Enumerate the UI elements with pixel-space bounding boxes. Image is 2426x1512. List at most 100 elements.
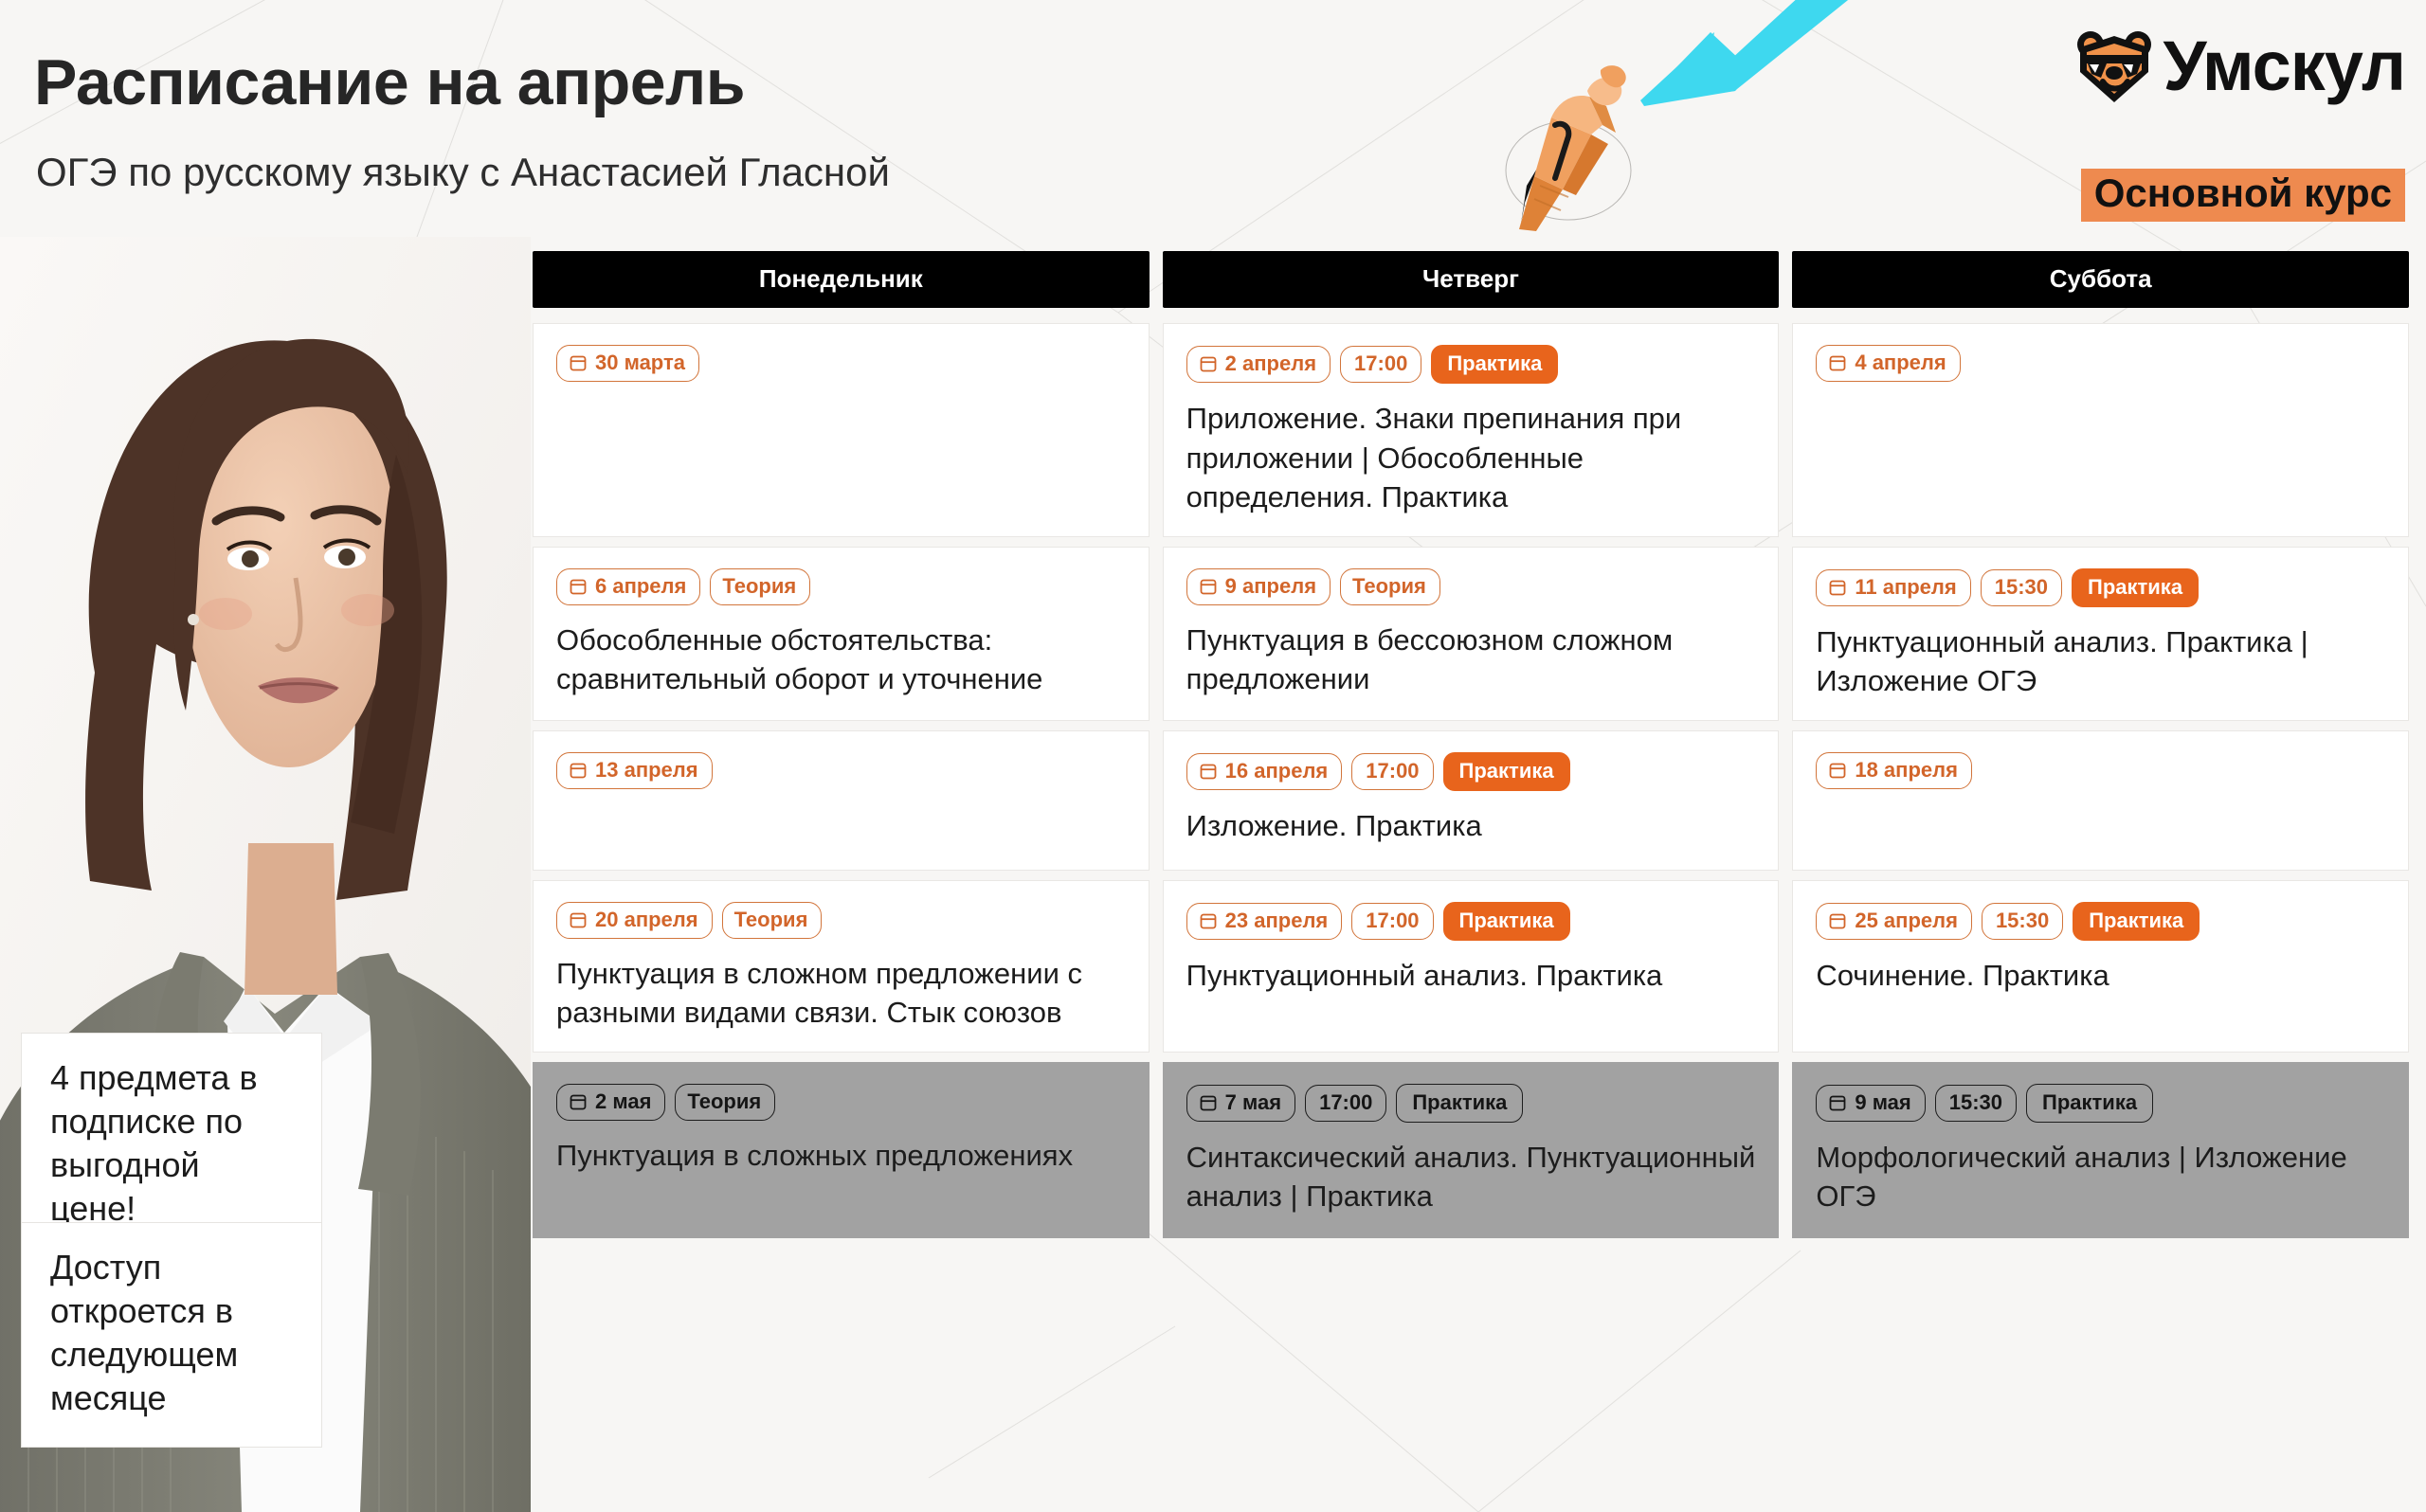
lesson-title: Пунктуационный анализ. Практика | Изложе… xyxy=(1816,624,2308,698)
lesson-kind-theory-chip[interactable]: Теория xyxy=(721,901,823,939)
lesson-date-label: 2 мая xyxy=(595,1089,652,1113)
lesson-date-chip[interactable]: 9 мая xyxy=(1816,1084,1926,1122)
lesson-kind-theory-chip[interactable]: Теория xyxy=(710,567,811,605)
column-header-thursday: Четверг xyxy=(1162,251,1780,308)
lesson-title: Пунктуация в сложном предложении с разны… xyxy=(556,956,1083,1030)
lesson-kind-practice-chip[interactable]: Практика xyxy=(1442,751,1570,791)
lesson-date-label: 9 мая xyxy=(1855,1089,1911,1114)
lesson-card-locked[interactable]: 2 мая Теория Пунктуация в сложных предложе… xyxy=(533,1061,1150,1238)
course-badge: Основной курс xyxy=(2080,169,2405,222)
lesson-chips: 18 апреля xyxy=(1816,751,2385,789)
lesson-date-chip[interactable]: 25 апреля xyxy=(1816,902,1972,940)
lesson-date-chip[interactable]: 16 апреля xyxy=(1186,752,1343,790)
lesson-date-chip[interactable]: 6 апреля xyxy=(556,567,701,605)
lesson-chips: 2 апреля 17:00 Практика xyxy=(1186,345,1756,384)
schedule-grid: Понедельник Четверг Суббота 30 марта 2 ап… xyxy=(533,251,2410,1248)
lesson-time-chip[interactable]: 17:00 xyxy=(1340,346,1422,383)
calendar-icon xyxy=(1200,356,1217,372)
poster-header: Расписание на апрель ОГЭ по русскому язы… xyxy=(0,0,2426,237)
lesson-date-chip[interactable]: 18 апреля xyxy=(1816,751,1972,789)
lesson-card[interactable]: 13 апреля xyxy=(533,729,1150,871)
lesson-title: Обособленные обстоятельства: сравнительн… xyxy=(556,622,1043,696)
lesson-card[interactable]: 23 апреля 17:00 Практика Пунктуационный ана… xyxy=(1162,879,1780,1053)
lesson-date-chip[interactable]: 23 апреля xyxy=(1186,902,1343,940)
lesson-date-label: 6 апреля xyxy=(595,573,687,598)
calendar-icon xyxy=(1200,1095,1217,1111)
lesson-chips: 30 марта xyxy=(556,345,1126,382)
lesson-time-chip[interactable]: 15:30 xyxy=(1980,568,2063,606)
lesson-date-label: 11 апреля xyxy=(1855,574,1957,599)
lesson-date-chip[interactable]: 2 мая xyxy=(556,1083,666,1121)
lesson-card[interactable]: 6 апреля Теория Обособленные обстоятельств… xyxy=(533,546,1150,721)
page-subtitle: ОГЭ по русскому языку с Анастасией Гласн… xyxy=(36,150,890,194)
lesson-card-locked[interactable]: 7 мая 17:00 Практика Синтаксический анализ.… xyxy=(1162,1061,1780,1238)
lesson-chips: 25 апреля 15:30 Практика xyxy=(1816,901,2385,941)
lesson-chips: 2 мая Теория xyxy=(556,1083,1126,1121)
lesson-chips: 9 мая 15:30 Практика xyxy=(1816,1083,2385,1123)
lesson-date-label: 16 апреля xyxy=(1224,758,1329,783)
lesson-card[interactable]: 16 апреля 17:00 Практика Изложение. Практик… xyxy=(1162,729,1780,871)
lesson-card-locked[interactable]: 9 мая 15:30 Практика Морфологический анализ… xyxy=(1792,1061,2410,1238)
lesson-chips: 13 апреля xyxy=(556,751,1126,789)
lesson-chips: 16 апреля 17:00 Практика xyxy=(1186,751,1756,791)
callout-subscription: 4 предмета в подписке по выгодной цене! xyxy=(21,1033,322,1259)
lesson-card[interactable]: 11 апреля 15:30 Практика Пунктуационный ана… xyxy=(1792,546,2410,721)
calendar-icon xyxy=(1200,579,1217,594)
calendar-icon xyxy=(1829,1095,1846,1111)
lesson-date-chip[interactable]: 9 апреля xyxy=(1186,567,1331,605)
lesson-date-label: 9 апреля xyxy=(1224,573,1317,598)
lesson-kind-practice-chip[interactable]: Практика xyxy=(2072,567,2200,607)
lesson-chips: 6 апреля Теория xyxy=(556,567,1126,605)
calendar-icon xyxy=(1829,355,1846,371)
lesson-date-chip[interactable]: 20 апреля xyxy=(556,901,713,939)
lesson-kind-practice-chip[interactable]: Практика xyxy=(1396,1083,1524,1123)
lesson-title: Сочинение. Практика xyxy=(1816,958,2109,992)
lesson-chips: 4 апреля xyxy=(1816,345,2385,382)
lesson-time-chip[interactable]: 17:00 xyxy=(1305,1084,1387,1122)
lesson-title: Изложение. Практика xyxy=(1186,808,1482,842)
lesson-date-label: 7 мая xyxy=(1224,1089,1282,1114)
lesson-chips: 20 апреля Теория xyxy=(556,901,1126,939)
lesson-date-label: 18 апреля xyxy=(1855,757,1958,782)
lesson-kind-practice-chip[interactable]: Практика xyxy=(1431,345,1559,384)
lesson-date-chip[interactable]: 7 мая xyxy=(1186,1084,1296,1122)
lesson-chips: 23 апреля 17:00 Практика xyxy=(1186,901,1756,941)
lesson-kind-practice-chip[interactable]: Практика xyxy=(2073,901,2200,941)
lesson-card[interactable]: 30 марта xyxy=(533,323,1150,537)
lesson-card[interactable]: 20 апреля Теория Пунктуация в сложном пред… xyxy=(533,879,1150,1053)
lesson-card[interactable]: 2 апреля 17:00 Практика Приложение. Знаки п… xyxy=(1162,323,1780,537)
lesson-card[interactable]: 18 апреля xyxy=(1792,729,2410,871)
schedule-rows: 30 марта 2 апреля 17:00 Практика Приложение.… xyxy=(533,323,2410,1238)
lesson-chips: 11 апреля 15:30 Практика xyxy=(1816,567,2385,607)
lesson-date-chip[interactable]: 2 апреля xyxy=(1186,346,1331,383)
lesson-card[interactable]: 25 апреля 15:30 Практика Сочинение. Практик… xyxy=(1792,879,2410,1053)
brand-name: Умскул xyxy=(2163,27,2406,105)
lesson-date-chip[interactable]: 13 апреля xyxy=(556,751,713,789)
lesson-kind-theory-chip[interactable]: Теория xyxy=(1340,567,1440,605)
calendar-icon xyxy=(570,355,587,371)
lesson-date-chip[interactable]: 4 апреля xyxy=(1816,345,1961,382)
callout-access: Доступ откроется в следующем месяце xyxy=(21,1222,322,1449)
lesson-date-label: 25 апреля xyxy=(1855,908,1958,932)
lesson-title: Синтаксический анализ. Пунктуационный ан… xyxy=(1186,1140,1756,1214)
bear-logo-icon xyxy=(2076,31,2151,102)
arrow-pointer-icon xyxy=(1640,0,1849,106)
lesson-date-chip[interactable]: 30 марта xyxy=(556,345,699,382)
lesson-time-chip[interactable]: 17:00 xyxy=(1351,902,1434,940)
lesson-chips: 7 мая 17:00 Практика xyxy=(1186,1083,1756,1123)
lesson-kind-practice-chip[interactable]: Практика xyxy=(1442,901,1570,941)
lesson-time-chip[interactable]: 15:30 xyxy=(1934,1084,2018,1122)
lesson-card[interactable]: 4 апреля xyxy=(1792,323,2410,537)
calendar-icon xyxy=(570,1094,587,1110)
schedule-row: 13 апреля 16 апреля 17:00 Практика Изложение… xyxy=(533,729,2410,871)
lesson-kind-theory-chip[interactable]: Теория xyxy=(675,1083,776,1121)
lesson-time-chip[interactable]: 15:30 xyxy=(1981,902,2064,940)
column-headers: Понедельник Четверг Суббота xyxy=(533,251,2410,308)
lesson-card[interactable]: 9 апреля Теория Пунктуация в бессоюзном сл… xyxy=(1162,546,1780,721)
calendar-icon xyxy=(1200,913,1217,929)
lesson-title: Пунктуация в сложных предложениях xyxy=(556,1138,1074,1172)
lesson-date-chip[interactable]: 11 апреля xyxy=(1816,568,1971,606)
lesson-kind-practice-chip[interactable]: Практика xyxy=(2026,1083,2154,1123)
lesson-time-chip[interactable]: 17:00 xyxy=(1351,752,1434,790)
